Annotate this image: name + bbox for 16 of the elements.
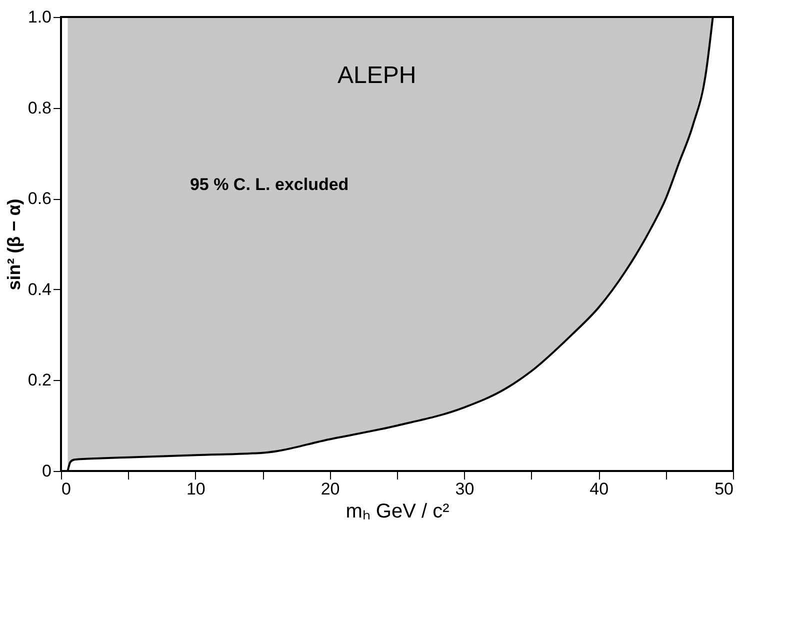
x-tick-label: 10 — [186, 480, 206, 498]
x-tick-label: 50 — [714, 480, 734, 498]
x-axis-title: mₕ GeV / c² — [346, 500, 450, 522]
y-tick-label: 1.0 — [28, 8, 52, 26]
y-tick-label: 0.2 — [28, 370, 52, 390]
x-tick-label: 0 — [62, 480, 71, 498]
y-tick-label: 0 — [42, 462, 52, 480]
x-tick-label: 30 — [455, 480, 474, 498]
annotation: 95 % C. L. excluded — [190, 174, 349, 194]
y-tick-label: 0.8 — [28, 98, 52, 118]
y-tick-label: 0.4 — [28, 280, 52, 299]
x-tick-label: 40 — [590, 480, 609, 498]
y-axis-title: sin² (β − α) — [4, 198, 24, 290]
annotation: ALEPH — [337, 62, 416, 90]
x-tick-label: 20 — [320, 480, 340, 498]
y-tick-label: 0.6 — [28, 189, 52, 208]
